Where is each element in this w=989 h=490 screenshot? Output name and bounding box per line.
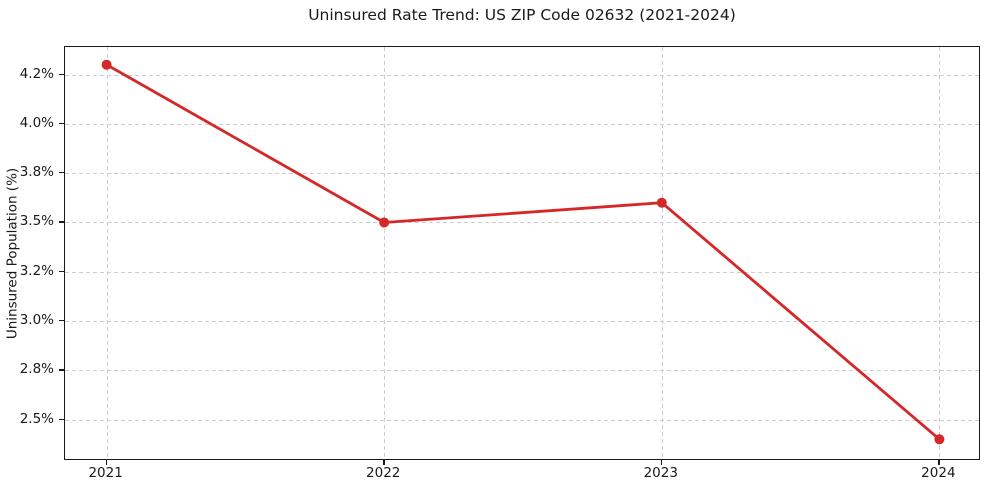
h-gridline bbox=[65, 74, 979, 76]
y-tick-mark bbox=[59, 122, 64, 125]
data-point-marker bbox=[379, 217, 390, 228]
data-point-marker bbox=[934, 434, 945, 445]
v-gridline bbox=[384, 47, 386, 459]
h-gridline bbox=[65, 222, 979, 224]
y-tick-label: 2.8% bbox=[19, 361, 54, 378]
x-tick-label: 2023 bbox=[643, 465, 678, 481]
y-axis-tick-labels: 2.5% 2.8% 3.0% 3.2% 3.5% 3.8% 4.0% 4.2% bbox=[0, 46, 54, 460]
h-gridline bbox=[65, 419, 979, 421]
y-tick-label: 3.0% bbox=[19, 312, 54, 329]
h-gridline bbox=[65, 370, 979, 372]
y-tick-label: 2.5% bbox=[19, 410, 54, 427]
y-tick-mark bbox=[59, 221, 64, 223]
h-gridline bbox=[65, 123, 979, 125]
x-tick-label: 2024 bbox=[921, 465, 956, 481]
h-gridline bbox=[65, 321, 979, 323]
x-tick-mark bbox=[938, 460, 940, 465]
x-tick-label: 2022 bbox=[366, 465, 401, 481]
h-gridline bbox=[65, 173, 979, 175]
y-tick-label: 4.2% bbox=[19, 65, 54, 82]
x-axis-tick-labels: 2021 2022 2023 2024 bbox=[0, 466, 989, 482]
y-tick-label: 3.8% bbox=[19, 164, 54, 181]
x-tick-mark bbox=[383, 460, 385, 465]
chart-title: Uninsured Rate Trend: US ZIP Code 02632 … bbox=[308, 6, 736, 24]
y-tick-mark bbox=[59, 369, 64, 371]
y-tick-mark bbox=[59, 73, 64, 75]
y-tick-mark bbox=[59, 270, 64, 273]
trend-line bbox=[105, 63, 941, 441]
v-gridline bbox=[106, 47, 108, 459]
y-tick-mark bbox=[59, 320, 64, 322]
h-gridline bbox=[65, 271, 979, 273]
y-tick-label: 4.0% bbox=[19, 114, 54, 131]
y-tick-label: 3.2% bbox=[19, 262, 54, 279]
v-gridline bbox=[661, 47, 663, 459]
x-tick-label: 2021 bbox=[88, 465, 123, 481]
y-tick-mark bbox=[59, 418, 64, 420]
y-tick-label: 3.5% bbox=[19, 213, 54, 230]
trend-line-svg bbox=[101, 59, 945, 445]
x-tick-mark bbox=[660, 460, 663, 465]
data-point-marker bbox=[656, 197, 667, 208]
data-point-marker bbox=[101, 59, 112, 70]
plot-area bbox=[64, 46, 980, 460]
v-gridline bbox=[939, 47, 941, 459]
y-tick-mark bbox=[59, 172, 64, 174]
x-tick-mark bbox=[105, 460, 107, 465]
